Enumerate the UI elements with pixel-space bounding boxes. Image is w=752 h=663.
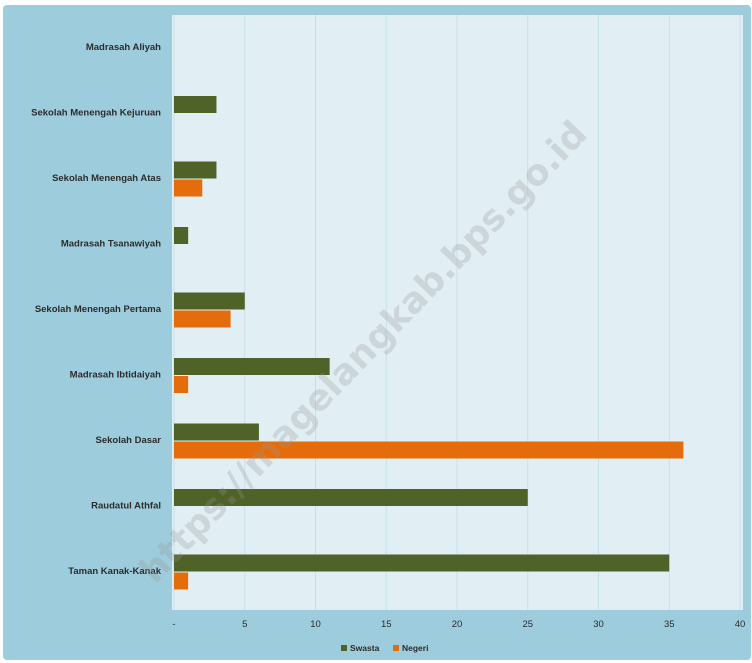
legend: Swasta Negeri xyxy=(341,643,428,653)
bar-swasta xyxy=(174,489,528,506)
x-tick-label: 10 xyxy=(310,619,321,630)
x-tick-label: 15 xyxy=(381,619,392,630)
x-tick-label: 20 xyxy=(452,619,463,630)
bar-negeri xyxy=(174,441,684,459)
bar-swasta xyxy=(174,227,189,244)
bar-negeri xyxy=(174,572,189,590)
gridlines xyxy=(173,15,741,610)
category-label: Madrasah Ibtidaiyah xyxy=(70,370,162,381)
x-tick-label: 5 xyxy=(242,619,247,630)
x-tick-label: 35 xyxy=(664,619,675,630)
bar-swasta xyxy=(174,554,670,572)
legend-swatch xyxy=(393,645,399,651)
x-tick-label: 40 xyxy=(735,619,746,630)
bar-swasta xyxy=(174,292,245,310)
category-label: Taman Kanak-Kanak xyxy=(68,566,161,577)
bars xyxy=(174,96,684,590)
bar-negeri xyxy=(174,179,203,197)
category-label: Madrasah Tsanawiyah xyxy=(61,239,161,250)
bar-negeri xyxy=(174,376,189,393)
category-label: Madrasah Aliyah xyxy=(86,42,161,53)
x-tick-label: 25 xyxy=(522,619,533,630)
legend-label: Swasta xyxy=(350,643,380,653)
bar-swasta xyxy=(174,96,217,113)
x-tick-label: 30 xyxy=(593,619,604,630)
category-labels: Madrasah Aliyah Sekolah Menengah Kejuruan… xyxy=(31,42,162,577)
bar-swasta xyxy=(174,358,330,375)
category-label: Sekolah Menengah Pertama xyxy=(35,304,162,315)
category-label: Raudatul Athfal xyxy=(91,501,161,512)
legend-label: Negeri xyxy=(402,643,428,653)
category-label: Sekolah Menengah Kejuruan xyxy=(31,108,161,119)
legend-swatch xyxy=(341,645,347,651)
bar-swasta xyxy=(174,161,217,179)
bar-swasta xyxy=(174,423,259,441)
x-tick-labels: - 5 10 15 20 25 30 35 40 xyxy=(172,619,745,630)
x-tick-label: - xyxy=(172,619,175,630)
category-label: Sekolah Dasar xyxy=(96,435,162,446)
bar-negeri xyxy=(174,310,231,328)
category-label: Sekolah Menengah Atas xyxy=(52,173,161,184)
